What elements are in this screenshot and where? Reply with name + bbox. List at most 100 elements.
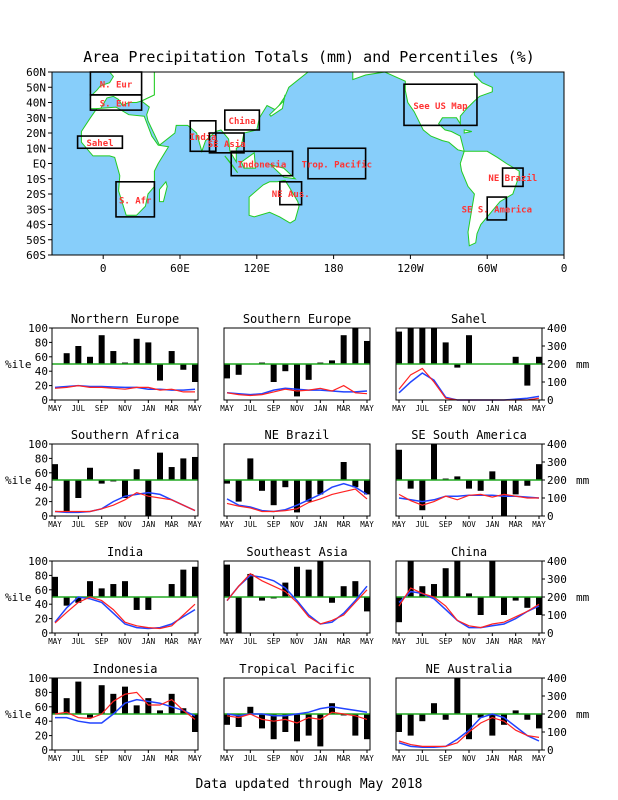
total-line <box>54 384 195 393</box>
x-tick-label: MAR <box>165 637 179 646</box>
percentile-bar <box>180 364 187 370</box>
region-label: India <box>189 132 216 143</box>
lat-label: 10N <box>26 142 46 155</box>
total-line <box>226 384 368 397</box>
percentile-bar <box>168 351 175 364</box>
footer-note: Data updated through May 2018 <box>196 777 423 792</box>
mm-axis-label: mm <box>576 591 590 604</box>
percentile-bar <box>419 480 426 511</box>
percentile-bar <box>110 693 117 714</box>
y-tick-label: 20 <box>35 730 48 743</box>
region-label: SE Asia <box>208 139 246 150</box>
lon-label: 120E <box>244 262 271 275</box>
region-label: Sahel <box>86 139 113 149</box>
total-line <box>226 572 368 625</box>
x-tick-label: MAY <box>360 637 374 646</box>
x-tick-label: MAY <box>360 404 374 413</box>
percentile-bar <box>501 714 507 725</box>
percentile-axis-label: %ile <box>5 358 32 371</box>
x-tick-label: MAR <box>509 637 523 646</box>
percentile-bar <box>270 714 277 740</box>
world-map: N. Eur S. Eur Sahel S. Afr India China SE Asia… <box>26 66 567 275</box>
normal-line <box>398 713 540 749</box>
region-box <box>230 150 294 177</box>
lat-label: 40S <box>26 219 46 232</box>
land-mass <box>248 179 300 224</box>
region-box <box>76 135 124 150</box>
percentile-bar <box>305 364 312 380</box>
x-tick-label: JAN <box>142 520 156 529</box>
x-tick-label: NOV <box>290 754 304 763</box>
x-tick-label: MAY <box>392 637 406 646</box>
normal-line <box>226 387 368 396</box>
y-tick-label: 400 <box>547 438 567 451</box>
percentile-bar <box>110 584 117 597</box>
y-tick-label: 400 <box>547 322 567 335</box>
normal-line <box>398 372 540 401</box>
total-line <box>398 493 539 506</box>
percentile-axis-label: %ile <box>5 591 32 604</box>
percentile-bar <box>168 467 175 480</box>
x-tick-label: NOV <box>290 404 304 413</box>
percentile-bar <box>489 561 496 597</box>
percentile-bar <box>454 678 461 714</box>
percentile-bar <box>75 346 82 364</box>
x-tick-label: MAY <box>220 404 234 413</box>
x-tick-label: MAY <box>220 754 234 763</box>
x-tick-label: MAR <box>165 520 179 529</box>
y-tick-label: 100 <box>547 726 567 739</box>
x-tick-label: JAN <box>314 754 328 763</box>
percentile-bar <box>396 449 402 480</box>
region-box <box>208 132 245 154</box>
x-tick-label: SEP <box>95 520 109 529</box>
percentile-bar <box>247 458 254 480</box>
percentile-bar <box>168 584 175 597</box>
percentile-bar <box>145 480 152 516</box>
mm-axis-label: mm <box>576 358 590 371</box>
y-tick-label: 0 <box>41 627 48 640</box>
percentile-bar <box>454 476 461 480</box>
x-tick-label: SEP <box>267 637 281 646</box>
x-tick-label: MAR <box>337 520 351 529</box>
y-tick-label: 40 <box>35 365 48 378</box>
region-label: NE Brazil <box>488 173 537 184</box>
percentile-bar <box>259 714 265 729</box>
percentile-bar <box>364 597 370 612</box>
percentile-bar <box>340 335 347 364</box>
percentile-bar <box>352 581 359 597</box>
percentile-bar <box>192 566 198 597</box>
y-tick-label: 60 <box>35 467 48 480</box>
percentile-bar <box>224 714 230 725</box>
y-tick-label: 0 <box>41 744 48 757</box>
percentile-bar <box>419 586 426 597</box>
percentile-bar <box>305 714 312 736</box>
percentile-bar <box>87 581 93 597</box>
lon-label: 0 <box>561 262 568 275</box>
percentile-bar <box>524 364 531 386</box>
percentile-bar <box>442 714 449 720</box>
x-tick-label: JAN <box>142 754 156 763</box>
x-tick-label: MAR <box>337 637 351 646</box>
x-tick-label: JUL <box>244 754 258 763</box>
percentile-bar <box>52 678 58 714</box>
percentile-bar <box>168 693 175 714</box>
land-mass <box>240 151 257 169</box>
x-tick-label: MAY <box>532 754 546 763</box>
percentile-bar <box>63 698 70 714</box>
x-tick-label: MAY <box>188 404 202 413</box>
percentile-bar <box>247 706 254 714</box>
percentile-bar <box>466 335 472 364</box>
percentile-bar <box>110 351 117 364</box>
region-label: SE S. America <box>462 204 532 215</box>
percentile-bar <box>157 452 163 480</box>
x-tick-label: JAN <box>486 637 500 646</box>
region-box <box>189 120 217 153</box>
x-tick-label: MAY <box>360 520 374 529</box>
x-tick-label: SEP <box>439 637 453 646</box>
percentile-bar <box>180 569 187 597</box>
y-tick-label: 100 <box>547 376 567 389</box>
